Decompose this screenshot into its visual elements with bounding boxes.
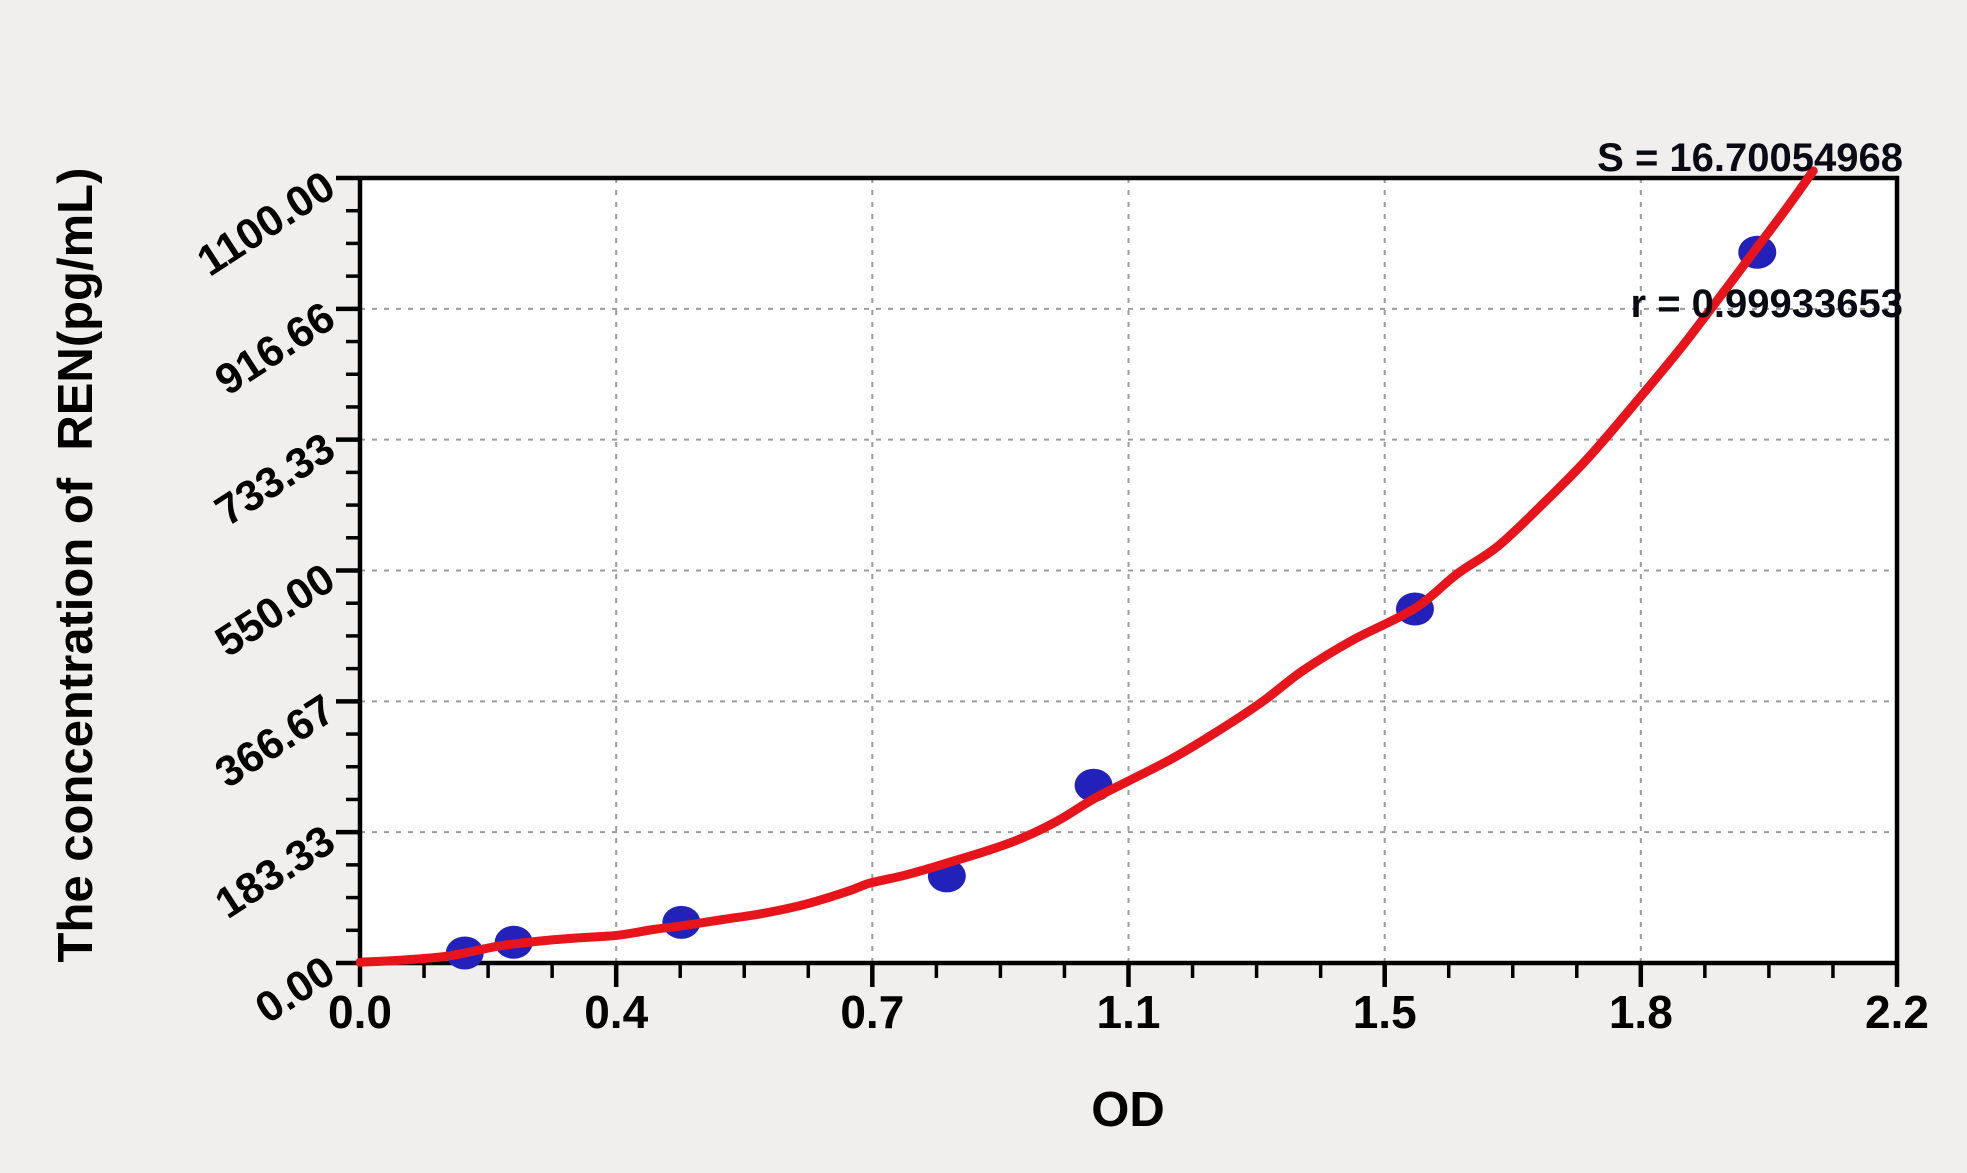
y-tick-label: 366.67: [207, 685, 343, 797]
y-tick-label: 733.33: [207, 424, 343, 536]
x-tick-label: 0.4: [584, 986, 648, 1038]
x-tick-label: 1.8: [1609, 986, 1673, 1038]
plot-frame: [357, 175, 1900, 966]
x-tick-label: 0.7: [840, 986, 904, 1038]
x-tick-label: 0.0: [328, 986, 392, 1038]
x-tick-label: 1.1: [1097, 986, 1161, 1038]
y-tick-label: 916.66: [207, 293, 343, 405]
y-tick-label: 550.00: [207, 555, 343, 667]
x-tick-label: 2.2: [1865, 986, 1929, 1038]
x-tick-label: 1.5: [1353, 986, 1417, 1038]
y-tick-label: 1100.00: [189, 162, 344, 286]
fit-statistics: S = 16.70054968 r = 0.99933653: [1597, 36, 1903, 426]
y-tick-label: 183.33: [207, 816, 343, 928]
s-value: S = 16.70054968: [1597, 135, 1903, 180]
fit-curve: [356, 166, 1818, 967]
x-axis-title: OD: [1091, 1083, 1165, 1137]
y-axis-title: The concentration of REN(pg/mL): [49, 167, 103, 963]
r-value: r = 0.99933653: [1630, 281, 1903, 326]
